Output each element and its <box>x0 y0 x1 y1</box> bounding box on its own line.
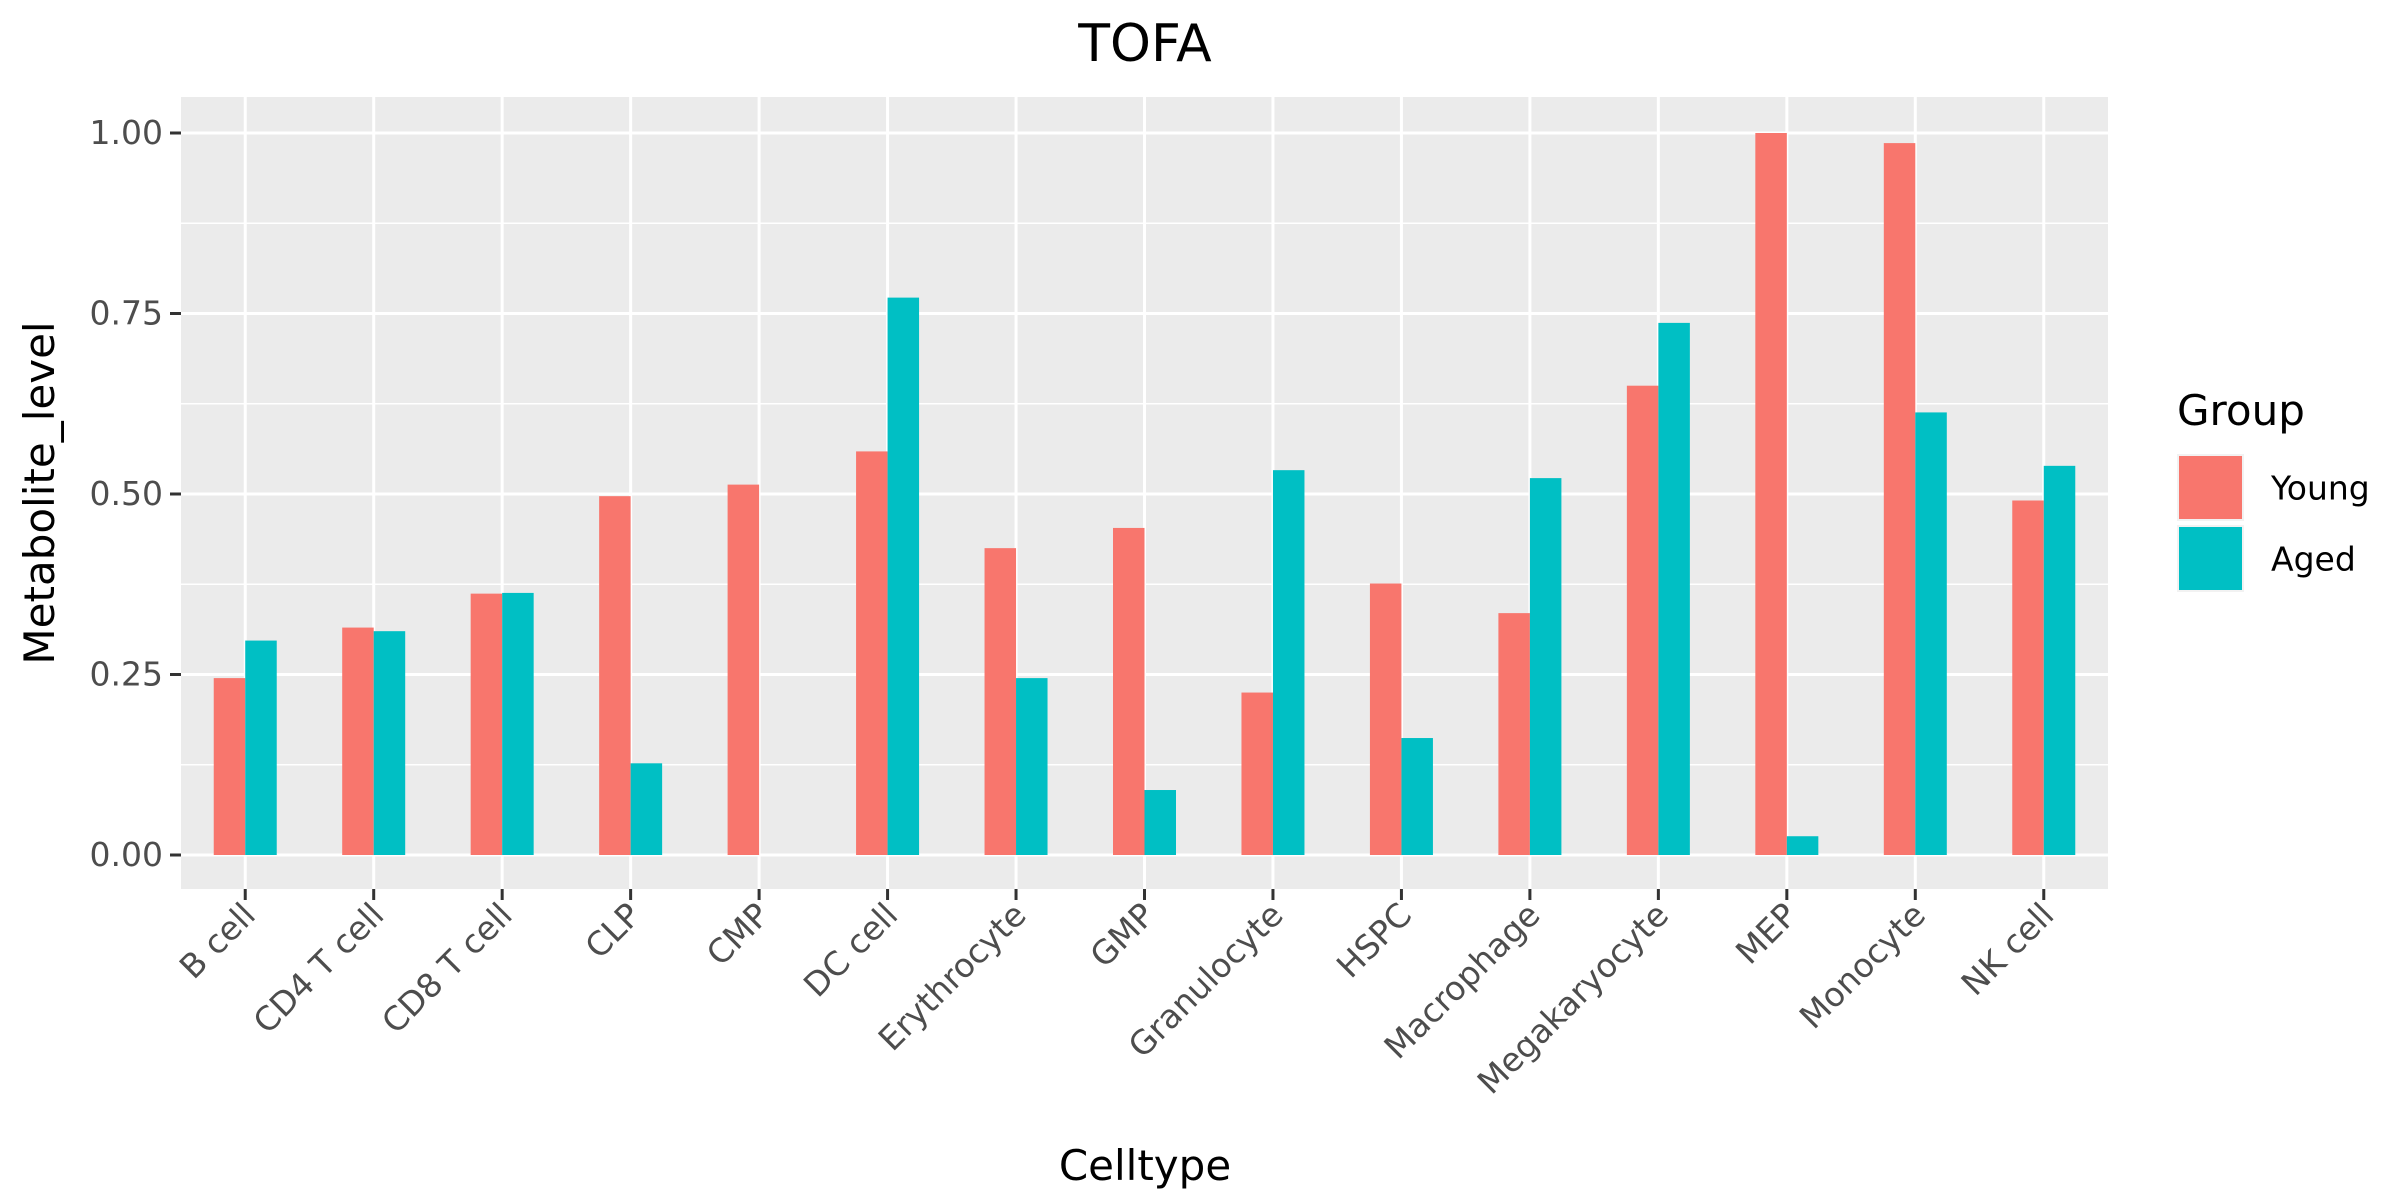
chart-title: TOFA <box>1077 14 1212 74</box>
x-tick-label: CMP <box>699 895 777 973</box>
bar-aged-nk-cell <box>2043 465 2076 855</box>
y-tick-label: 1.00 <box>90 113 163 152</box>
legend-title: Group <box>2177 386 2305 435</box>
legend-swatch-young <box>2179 456 2242 519</box>
bar-young-erythrocyte <box>984 548 1017 855</box>
x-axis-title: Celltype <box>1059 1141 1231 1190</box>
bar-young-cmp <box>727 484 760 855</box>
x-tick-label: NK cell <box>1954 895 2062 1003</box>
bar-aged-clp <box>630 763 663 855</box>
bar-aged-hspc <box>1401 738 1433 855</box>
y-axis: 0.00 0.25 0.50 0.75 1.00 <box>90 113 181 874</box>
x-tick-label: CLP <box>577 895 648 966</box>
bar-aged-dc-cell <box>887 297 920 856</box>
legend-label-young: Young <box>2270 469 2370 508</box>
y-tick-label: 0.25 <box>90 655 163 694</box>
bar-aged-megakaryocyte <box>1658 322 1690 855</box>
bar-young-gmp <box>1113 527 1145 855</box>
bar-young-granulocyte <box>1241 692 1273 855</box>
legend: Group Young Aged <box>2177 386 2370 592</box>
x-tick-label: B cell <box>172 895 263 986</box>
y-tick-label: 0.50 <box>90 474 163 513</box>
bar-aged-mep <box>1786 836 1819 855</box>
x-tick-label: HSPC <box>1329 895 1419 985</box>
legend-swatch-aged <box>2179 527 2242 590</box>
x-tick-label: GMP <box>1082 895 1162 975</box>
bar-aged-macrophage <box>1529 478 1562 855</box>
x-tick-label: CD4 T cell <box>245 895 391 1041</box>
bar-aged-cd4-t-cell <box>373 631 406 855</box>
bar-young-macrophage <box>1498 613 1530 855</box>
bar-aged-b-cell <box>245 640 277 855</box>
y-axis-title: Metabolite_level <box>15 321 64 664</box>
bar-young-dc-cell <box>856 451 888 855</box>
bar-young-cd4-t-cell <box>342 627 374 855</box>
bar-aged-erythrocyte <box>1016 678 1048 855</box>
bar-young-cd8-t-cell <box>470 593 503 855</box>
bar-young-monocyte <box>1883 143 1916 855</box>
bar-aged-gmp <box>1144 790 1176 855</box>
bar-young-megakaryocyte <box>1626 385 1659 855</box>
bar-young-b-cell <box>213 678 246 855</box>
x-tick-label: MEP <box>1728 895 1805 972</box>
legend-label-aged: Aged <box>2271 540 2356 579</box>
bar-young-clp <box>599 496 631 855</box>
bar-young-nk-cell <box>2012 500 2044 855</box>
bar-young-hspc <box>1369 583 1402 855</box>
bar-young-mep <box>1755 133 1787 855</box>
bar-aged-monocyte <box>1915 412 1947 855</box>
x-tick-label: CD8 T cell <box>374 895 520 1041</box>
x-tick-label: Monocyte <box>1792 895 1933 1036</box>
x-tick-label: DC cell <box>796 895 905 1004</box>
bar-aged-granulocyte <box>1272 470 1305 855</box>
bars <box>213 133 2076 856</box>
bar-aged-cd8-t-cell <box>502 592 534 855</box>
y-tick-label: 0.75 <box>90 294 163 333</box>
y-tick-label: 0.00 <box>90 835 163 874</box>
